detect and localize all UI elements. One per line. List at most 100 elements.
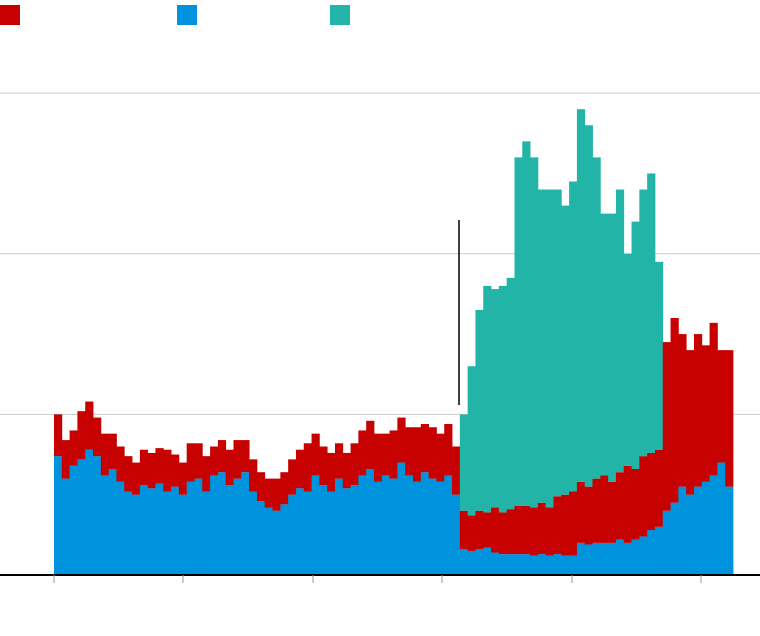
bar-segment <box>311 433 320 476</box>
bar-segment <box>288 494 297 575</box>
bar-segment <box>686 494 695 575</box>
bar-segment <box>725 486 734 575</box>
bar-segment <box>178 462 188 495</box>
bar-segment <box>327 452 336 492</box>
bar-segment <box>693 486 703 575</box>
bar-segment <box>467 366 476 516</box>
bar-segment <box>654 449 664 527</box>
bar-segment <box>654 261 664 450</box>
bar-segment <box>319 446 328 486</box>
bar-segment <box>592 478 601 543</box>
bar-segment <box>85 449 94 575</box>
legend-swatch <box>0 5 20 25</box>
bar-segment <box>553 496 562 555</box>
bar-segment <box>61 440 71 479</box>
bar-segment <box>202 456 211 492</box>
bar-segment <box>686 350 695 495</box>
bar-segment <box>256 501 266 575</box>
bar-segment <box>639 536 648 575</box>
bar-segment <box>225 449 234 486</box>
bar-segment <box>631 539 640 575</box>
bar-segment <box>545 189 554 508</box>
bar-segment <box>217 472 227 575</box>
bar-segment <box>522 141 531 506</box>
bar-segment <box>600 213 609 476</box>
bar-segment <box>210 475 219 575</box>
bar-segment <box>124 456 133 492</box>
bar-segment <box>615 472 625 540</box>
bar-segment <box>397 417 406 463</box>
bar-segment <box>420 424 430 473</box>
bar-segment <box>295 449 305 489</box>
bar-segment <box>171 486 180 575</box>
bar-segment <box>108 468 117 575</box>
bar-segment <box>498 285 508 513</box>
bar-segment <box>647 452 656 531</box>
bar-segment <box>623 253 632 466</box>
bar-segment <box>397 462 406 575</box>
bar-segment <box>701 345 710 482</box>
bar-segment <box>530 157 539 508</box>
bar-segment <box>288 459 297 495</box>
bar-segment <box>350 485 359 575</box>
bar-segment <box>537 189 547 503</box>
bar-segment <box>514 554 523 575</box>
bar-segment <box>592 157 601 479</box>
bar-segment <box>530 507 539 556</box>
bar-segment <box>662 510 671 575</box>
bar-segment <box>413 481 422 575</box>
bar-segment <box>116 481 125 575</box>
bar-segment <box>311 475 320 575</box>
bar-segment <box>662 342 671 511</box>
bar-segment <box>514 157 523 506</box>
bar-segment <box>295 488 305 575</box>
bar-segment <box>413 427 422 482</box>
bar-segment <box>100 433 110 476</box>
bar-segment <box>717 462 726 575</box>
bar-segment <box>334 443 344 479</box>
bar-segment <box>163 449 172 492</box>
bar-segment <box>420 472 430 575</box>
bar-segment <box>631 468 640 540</box>
bar-segment <box>623 542 632 575</box>
bar-segment <box>592 542 601 575</box>
bar-segment <box>77 459 86 575</box>
bar-segment <box>350 443 359 486</box>
bar-segment <box>475 510 484 550</box>
bar-segment <box>194 443 203 479</box>
bar-segment <box>654 526 664 575</box>
bar-segment <box>569 491 578 556</box>
bar-segment <box>116 446 125 482</box>
bar-segment <box>100 475 110 575</box>
bar-segment <box>717 350 726 463</box>
bar-segment <box>553 189 562 497</box>
bar-segment <box>147 488 156 575</box>
bar-segment <box>678 334 687 487</box>
bar-segment <box>498 554 508 575</box>
bar-segment <box>405 475 414 575</box>
bar-segment <box>303 443 312 492</box>
bar-segment <box>69 465 78 575</box>
bar-segment <box>428 478 437 575</box>
bar-segment <box>553 554 562 575</box>
bar-segment <box>358 475 367 575</box>
bar-segment <box>639 456 648 537</box>
bar-segment <box>615 539 625 575</box>
bar-segment <box>280 504 289 575</box>
bar-segment <box>241 440 250 473</box>
bar-segment <box>171 454 180 487</box>
bar-segment <box>514 505 523 555</box>
bar-segment <box>475 549 484 575</box>
bar-segment <box>608 542 617 575</box>
bar-segment <box>678 486 687 575</box>
bar-segment <box>506 509 515 555</box>
bar-segment <box>452 446 461 495</box>
bar-segment <box>342 452 351 489</box>
bar-segment <box>483 547 492 575</box>
bar-segment <box>132 462 141 495</box>
bar-segment <box>139 449 149 486</box>
bar-segment <box>623 465 632 543</box>
bar-segment <box>217 440 227 473</box>
